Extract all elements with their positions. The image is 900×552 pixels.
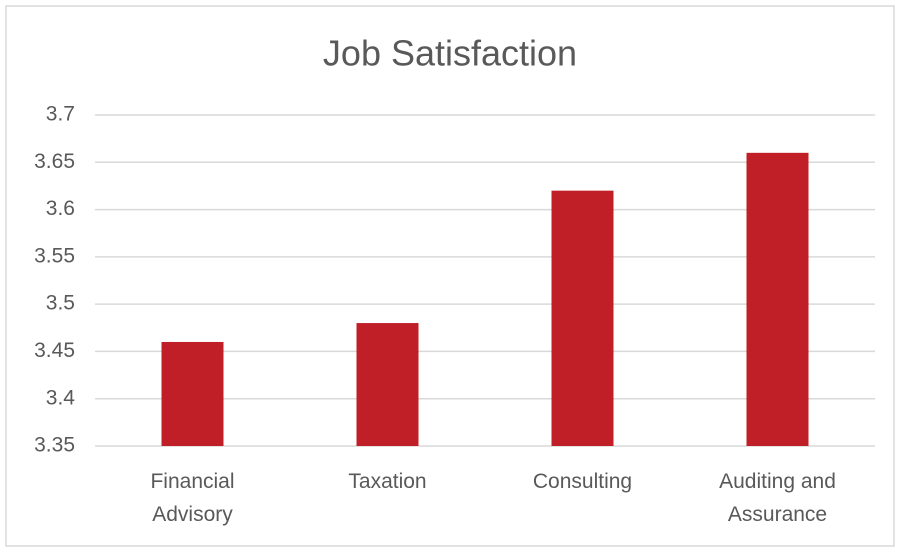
- x-tick-label: Financial Advisory: [150, 470, 235, 526]
- chart-title: Job Satisfaction: [323, 33, 577, 74]
- y-tick-label: 3.5: [46, 292, 75, 315]
- y-tick-label: 3.4: [46, 386, 76, 409]
- y-tick-label: 3.7: [46, 103, 75, 126]
- bar: [746, 152, 809, 447]
- bar: [551, 190, 614, 446]
- x-tick-label: Auditing and Assurance: [719, 470, 836, 526]
- bar: [356, 323, 419, 446]
- x-tick-label: Taxation: [348, 470, 427, 493]
- y-tick-label: 3.6: [46, 197, 75, 220]
- x-tick-label: Consulting: [532, 470, 633, 493]
- chart-border: [5, 5, 895, 547]
- bar: [161, 341, 224, 446]
- y-tick-label: 3.45: [34, 339, 75, 362]
- y-tick-label: 3.55: [34, 244, 75, 267]
- y-tick-label: 3.65: [34, 150, 75, 173]
- y-tick-label: 3.35: [34, 434, 75, 457]
